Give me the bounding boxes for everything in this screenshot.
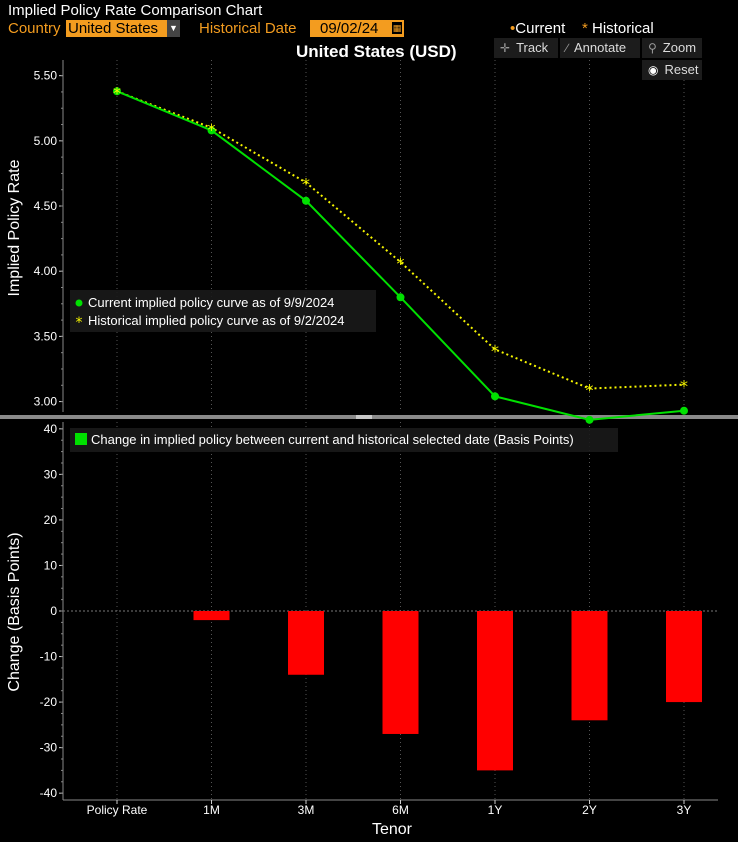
current-point	[585, 415, 594, 424]
x-tick-label: 2Y	[582, 803, 597, 817]
y-tick-label-top: 5.50	[34, 69, 58, 83]
change-bar	[477, 611, 513, 771]
legend-change-marker	[75, 433, 87, 445]
legend-change-label: Change in implied policy between current…	[91, 432, 574, 447]
reset-icon: ◉	[648, 63, 659, 77]
historical-point: *	[680, 377, 688, 396]
legend-box-top	[70, 290, 376, 332]
current-point	[302, 196, 310, 205]
legend-current: •Current	[510, 20, 566, 37]
annotate-button[interactable]: ∕ Annotate	[560, 38, 640, 58]
y-tick-label-bottom: 40	[44, 422, 58, 436]
x-axis-title: Tenor	[372, 821, 413, 838]
current-point	[680, 406, 688, 415]
legend-historical-label: Historical implied policy curve as of 9/…	[88, 313, 345, 328]
dot-icon: •	[510, 20, 516, 37]
y-tick-label-top: 4.00	[34, 264, 58, 278]
calendar-icon[interactable]: ▦	[392, 22, 402, 34]
chart-title: United States (USD)	[296, 42, 457, 61]
x-tick-label: 6M	[392, 803, 409, 817]
change-bar	[666, 611, 702, 703]
zoom-button[interactable]: ⚲ Zoom	[642, 38, 702, 58]
current-point	[207, 126, 216, 135]
x-tick-label: 1Y	[488, 803, 503, 817]
y-tick-label-bottom: -10	[40, 650, 58, 664]
country-select[interactable]: United States ▼	[66, 20, 180, 37]
panel-resize-handle	[356, 415, 372, 419]
current-point	[491, 392, 499, 401]
historical-point: *	[208, 120, 216, 139]
country-label: Country	[8, 20, 61, 37]
historical-date-value: 09/02/24	[320, 20, 379, 37]
change-bar	[382, 611, 419, 734]
x-tick-label: 3Y	[677, 803, 692, 817]
legend-current-label: Current implied policy curve as of 9/9/2…	[88, 295, 334, 310]
y-tick-label-bottom: 30	[44, 467, 58, 481]
y-tick-label-top: 4.50	[34, 199, 58, 213]
reset-button[interactable]: ◉ Reset	[642, 60, 702, 80]
y-tick-label-top: 3.00	[34, 395, 58, 409]
legend-box-bottom	[70, 428, 618, 452]
legend-historical: * Historical	[582, 20, 654, 37]
current-point	[113, 87, 121, 96]
historical-date-input[interactable]: 09/02/24 ▦	[310, 20, 404, 37]
y-tick-label-bottom: -30	[40, 741, 58, 755]
y-tick-label-bottom: 0	[50, 604, 57, 618]
x-tick-label: 1M	[203, 803, 220, 817]
y-tick-label-bottom: 10	[44, 558, 58, 572]
pencil-icon: ∕	[566, 41, 569, 55]
magnifier-icon: ⚲	[648, 41, 657, 55]
legend-historical-marker: *	[76, 315, 83, 331]
country-value: United States	[68, 20, 159, 37]
track-button[interactable]: ✛ Track	[494, 38, 558, 58]
historical-point: *	[586, 381, 594, 400]
legend-current-marker	[75, 299, 83, 307]
historical-point: *	[491, 341, 499, 360]
historical-point: *	[397, 254, 405, 273]
change-bar	[288, 611, 324, 675]
y-tick-label-bottom: -20	[40, 695, 58, 709]
historical-point: *	[113, 83, 121, 102]
change-bar	[571, 611, 608, 721]
historical-point: *	[302, 175, 310, 194]
y-tick-label-top: 5.00	[34, 134, 58, 148]
y-tick-label-bottom: -40	[40, 786, 58, 800]
app-title: Implied Policy Rate Comparison Chart	[8, 2, 263, 19]
change-bar	[193, 611, 230, 621]
y-axis-title-bottom: Change (Basis Points)	[6, 532, 23, 691]
chevron-down-icon[interactable]: ▼	[167, 20, 180, 37]
y-tick-label-bottom: 20	[44, 513, 58, 527]
x-tick-label: 3M	[298, 803, 315, 817]
historical-series-line	[116, 90, 685, 390]
crosshair-icon: ✛	[500, 41, 511, 55]
historical-date-label: Historical Date	[199, 20, 297, 37]
x-tick-label: Policy Rate	[87, 803, 148, 817]
asterisk-icon: *	[582, 20, 588, 37]
y-axis-title-top: Implied Policy Rate	[6, 159, 23, 296]
y-tick-label-top: 3.50	[34, 329, 58, 343]
current-point	[396, 293, 405, 302]
